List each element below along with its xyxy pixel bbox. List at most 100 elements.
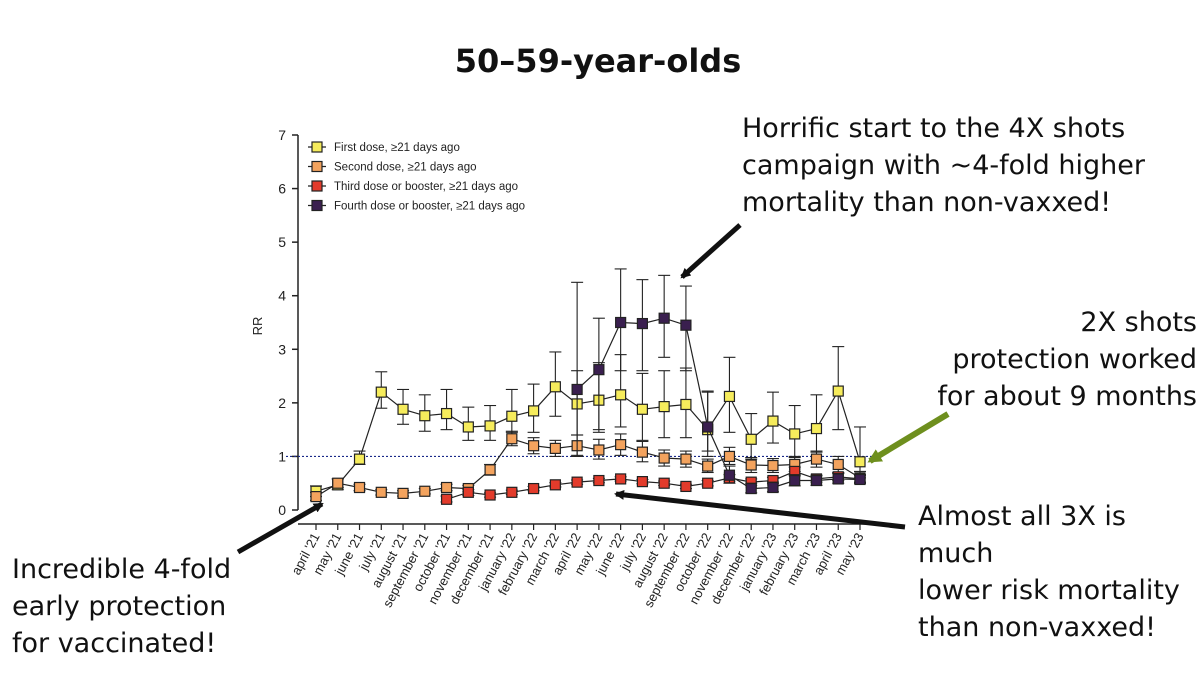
data-point — [419, 410, 431, 422]
series-1 — [310, 346, 866, 498]
legend: First dose, ≥21 days ago Second dose, ≥21… — [308, 141, 525, 213]
data-point — [680, 480, 692, 493]
annotation-line: than non-vaxxed! — [918, 612, 1156, 643]
data-point — [767, 459, 779, 472]
arrow-to-second-dose-end — [867, 411, 950, 464]
data-point — [462, 421, 474, 433]
data-point — [680, 453, 692, 465]
data-point — [506, 410, 518, 422]
data-point — [680, 319, 692, 331]
legend-marker — [311, 199, 323, 212]
series-4 — [571, 268, 866, 495]
data-point — [549, 479, 561, 491]
annotation-line: protection worked — [952, 344, 1197, 375]
legend-marker — [311, 160, 323, 173]
data-point — [832, 385, 844, 397]
legend-label: Fourth dose or booster, ≥21 days ago — [334, 201, 525, 213]
data-point — [832, 458, 844, 471]
annotation-third-dose: Almost all 3X is much lower risk mortali… — [918, 498, 1198, 646]
data-point — [527, 482, 540, 495]
y-tick-label: 7 — [278, 127, 286, 143]
y-tick-label: 4 — [278, 288, 286, 304]
annotation-line: 2X shots — [1080, 307, 1197, 338]
data-point — [527, 405, 540, 417]
chart-title: 50–59-year-olds — [455, 42, 741, 80]
data-point — [658, 477, 670, 489]
y-tick-label: 6 — [278, 181, 286, 197]
y-tick-label: 0 — [278, 502, 286, 518]
legend-marker — [311, 180, 323, 192]
annotation-line: mortality than non-vaxxed! — [742, 187, 1112, 218]
data-point — [767, 415, 779, 427]
annotation-arrows — [236, 223, 950, 555]
data-point — [484, 420, 496, 432]
legend-label: First dose, ≥21 days ago — [334, 142, 460, 154]
data-point — [854, 473, 866, 486]
annotation-line: campaign with ~4-fold higher — [742, 150, 1145, 181]
data-point — [353, 453, 366, 465]
data-point — [658, 312, 670, 324]
y-axis-label: RR — [250, 317, 265, 336]
data-point — [593, 474, 605, 487]
y-tick-label: 3 — [278, 341, 286, 357]
data-point — [419, 485, 431, 497]
annotation-fourth-dose: Horrific start to the 4X shots campaign … — [742, 110, 1162, 221]
annotation-line: for vaccinated! — [12, 628, 217, 659]
data-point — [397, 487, 409, 499]
legend-marker — [311, 141, 323, 153]
data-point — [310, 491, 322, 503]
series-layer — [310, 268, 866, 505]
data-point — [702, 477, 714, 489]
legend-item: Second dose, ≥21 days ago — [308, 160, 477, 174]
data-point — [745, 482, 757, 495]
data-point — [745, 433, 757, 445]
annotation-line: lower risk mortality — [918, 575, 1180, 606]
legend-item: Fourth dose or booster, ≥21 days ago — [308, 199, 525, 213]
annotation-line: Incredible 4-fold — [12, 554, 232, 585]
arrow-to-early-protection — [236, 501, 324, 555]
data-point — [527, 440, 540, 452]
data-point — [658, 401, 670, 413]
data-point — [484, 489, 496, 501]
y-tick-label: 1 — [278, 448, 286, 464]
data-point — [636, 403, 649, 415]
data-point — [854, 456, 866, 468]
data-point — [636, 476, 649, 488]
annotation-line: for about 9 months — [937, 381, 1197, 412]
data-point — [593, 364, 605, 376]
data-point — [484, 464, 496, 476]
arrow-to-fourth-dose-peak — [680, 223, 742, 279]
data-point — [506, 486, 518, 498]
data-point — [549, 442, 561, 454]
annotation-line: Almost all 3X is much — [918, 501, 1126, 569]
legend-label: Second dose, ≥21 days ago — [334, 162, 477, 174]
annotation-line: early protection — [12, 591, 227, 622]
data-point — [375, 486, 387, 498]
data-point — [440, 407, 453, 420]
annotation-early-protection: Incredible 4-fold early protection for v… — [12, 551, 232, 662]
data-point — [353, 481, 366, 494]
data-point — [767, 481, 779, 494]
data-point — [440, 481, 453, 494]
data-point — [440, 493, 453, 505]
data-point — [615, 389, 627, 401]
y-tick-label: 2 — [278, 395, 286, 411]
data-point — [332, 477, 344, 489]
data-point — [615, 473, 627, 485]
annotation-second-dose: 2X shots protection worked for about 9 m… — [932, 304, 1197, 415]
data-point — [723, 469, 736, 481]
data-point — [658, 452, 670, 464]
data-point — [506, 433, 518, 445]
data-point — [810, 453, 823, 465]
data-point — [723, 390, 736, 403]
data-point — [571, 383, 583, 396]
data-point — [549, 381, 561, 393]
data-point — [723, 450, 736, 463]
data-point — [789, 428, 801, 440]
annotation-line: Horrific start to the 4X shots — [742, 113, 1126, 144]
data-point — [832, 473, 844, 485]
data-point — [636, 317, 649, 330]
series-2 — [310, 430, 866, 503]
data-point — [810, 422, 823, 435]
legend-item: First dose, ≥21 days ago — [308, 141, 460, 154]
